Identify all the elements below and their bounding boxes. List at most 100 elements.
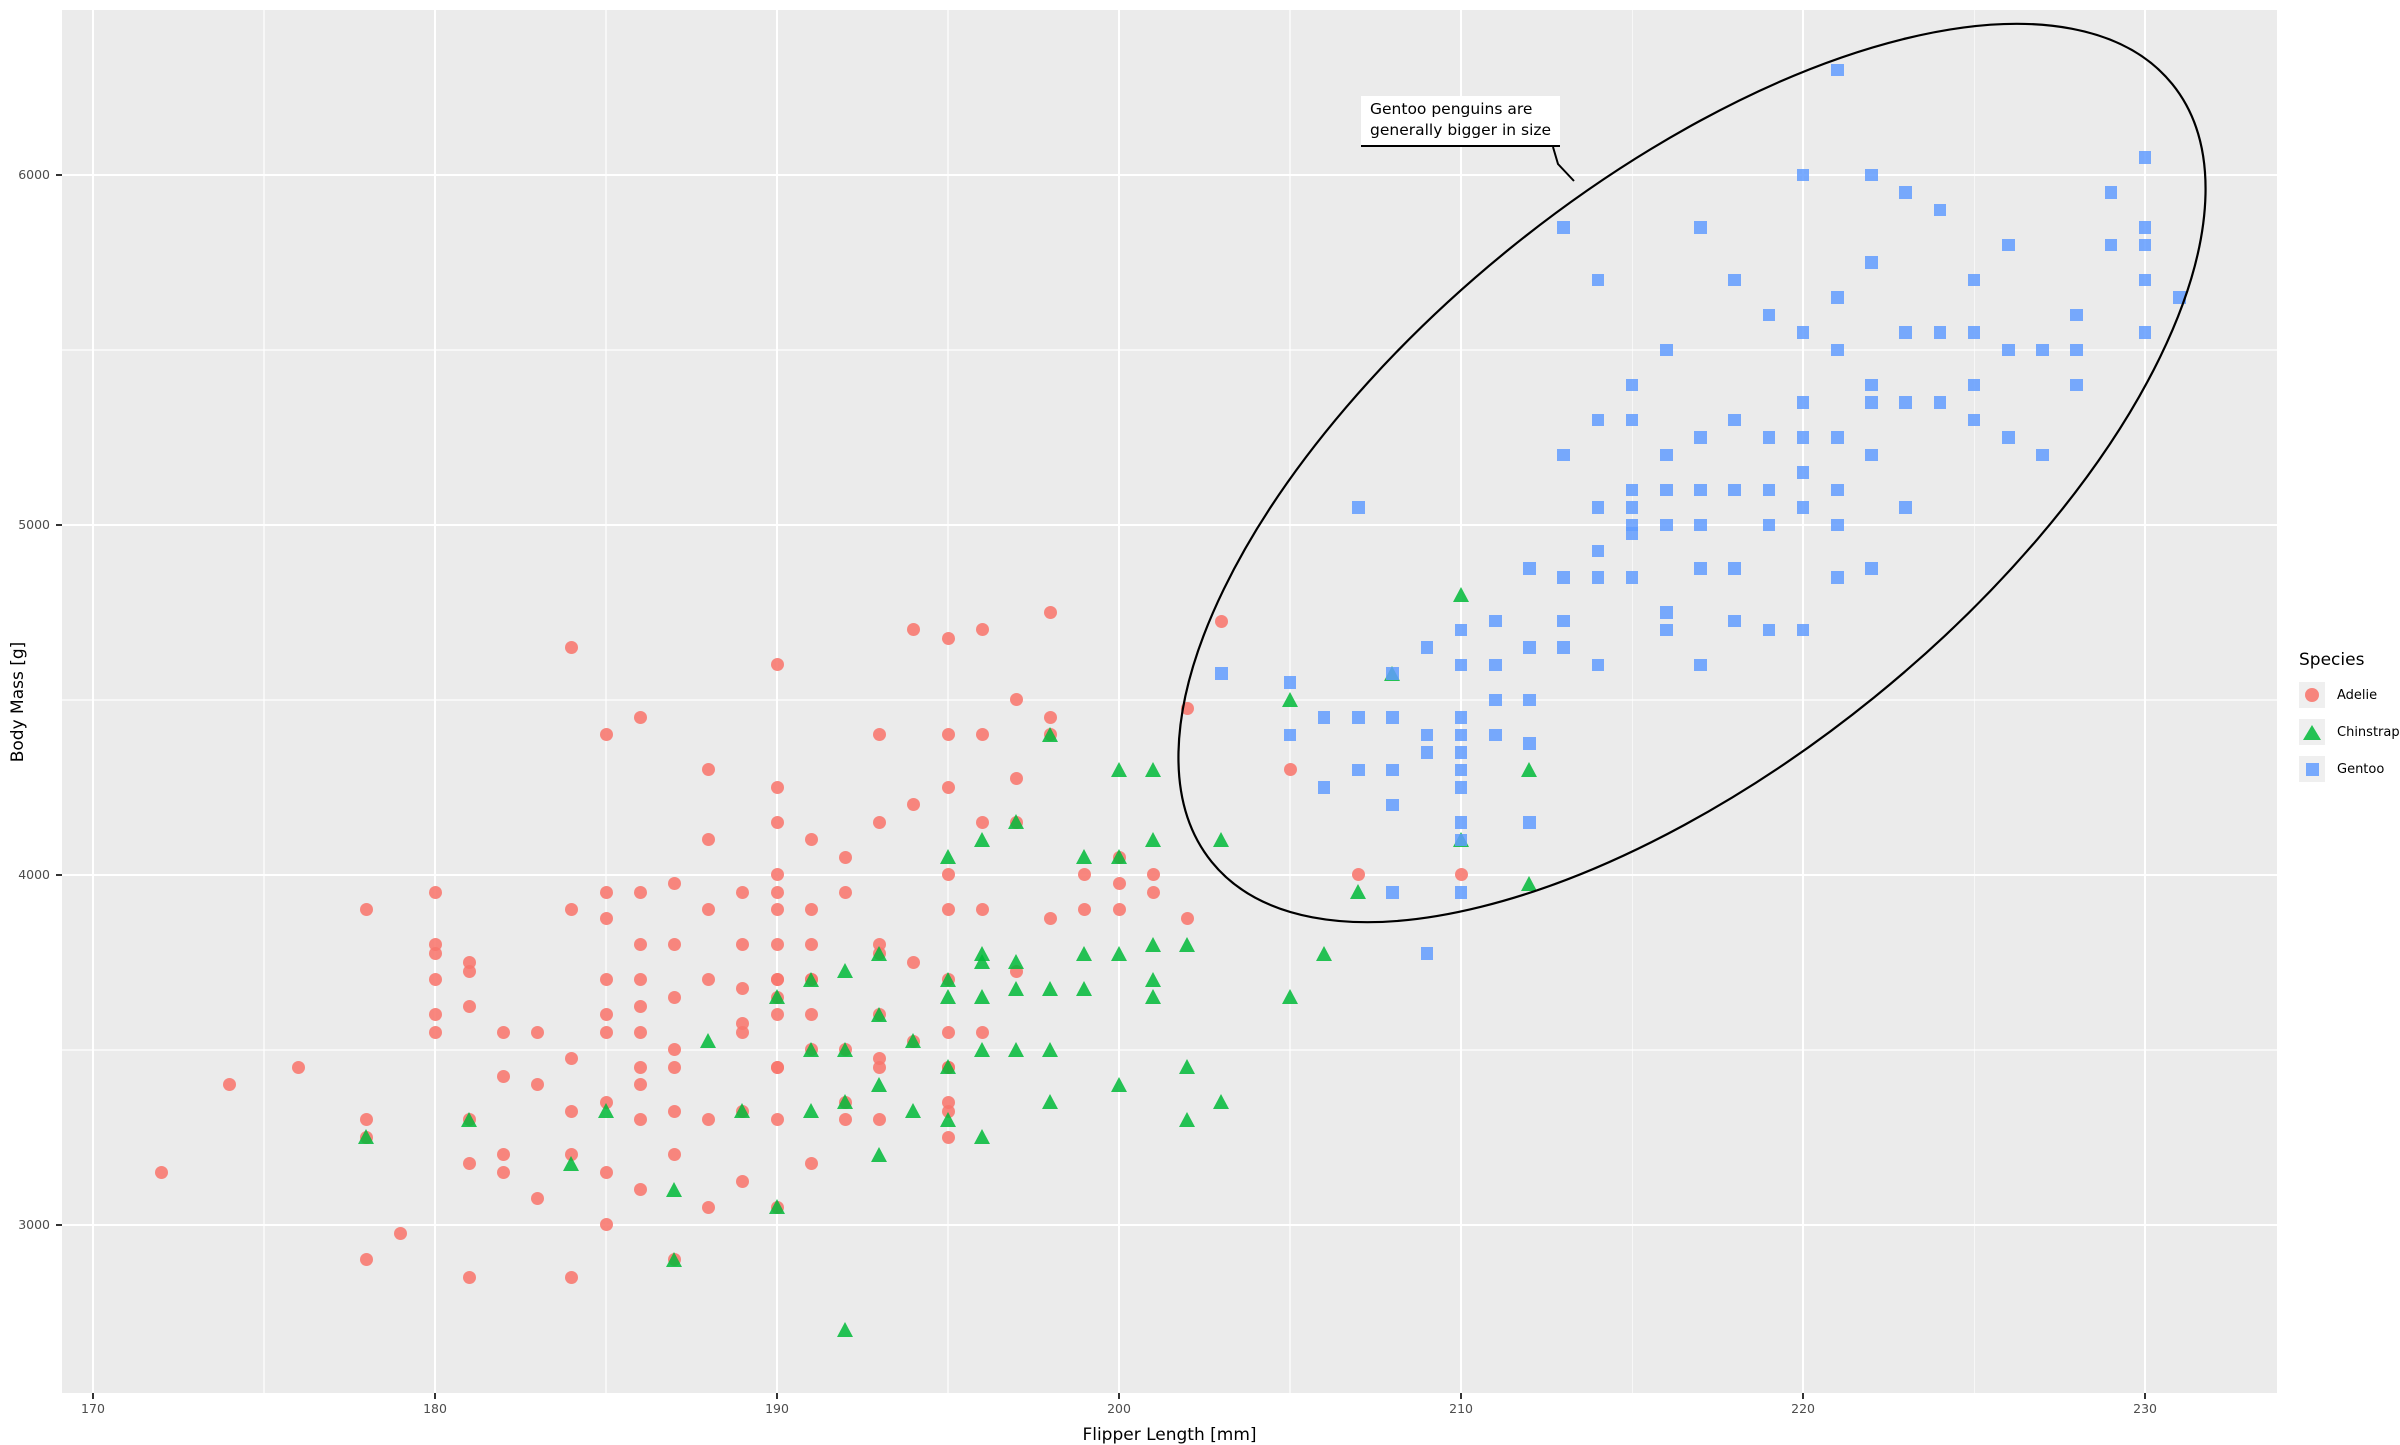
data-point-adelie <box>599 728 613 742</box>
data-point-gentoo <box>1454 763 1468 777</box>
data-point-gentoo <box>1796 326 1810 339</box>
data-point-adelie <box>531 1078 545 1092</box>
major-v-gridline <box>1801 10 1805 1393</box>
data-point-adelie <box>667 990 681 1004</box>
data-point-chinstrap <box>1452 586 1469 602</box>
data-point-gentoo <box>1523 693 1536 707</box>
data-point-adelie <box>1146 885 1160 899</box>
data-point-gentoo <box>1420 728 1434 742</box>
x-tick-mark <box>1802 1393 1805 1399</box>
data-point-adelie <box>428 885 442 899</box>
major-h-gridline <box>62 523 2277 527</box>
data-point-gentoo <box>1386 711 1399 724</box>
data-point-chinstrap <box>836 963 853 979</box>
data-point-gentoo <box>1557 614 1570 628</box>
data-point-adelie <box>975 1025 989 1039</box>
data-point-adelie <box>702 763 716 777</box>
data-point-gentoo <box>1967 378 1981 392</box>
data-point-gentoo <box>1283 676 1297 689</box>
x-tick-label: 220 <box>1791 1401 1815 1416</box>
data-point-chinstrap <box>1144 989 1161 1005</box>
data-point-gentoo <box>1386 667 1399 680</box>
data-point-gentoo <box>1831 343 1844 357</box>
data-point-adelie <box>975 728 989 742</box>
data-point-adelie <box>770 1113 784 1127</box>
data-point-chinstrap <box>802 971 819 987</box>
data-point-adelie <box>1044 710 1058 724</box>
data-point-adelie <box>565 903 579 917</box>
major-v-gridline <box>91 10 95 1393</box>
data-point-gentoo <box>1454 833 1468 847</box>
data-point-adelie <box>223 1078 237 1092</box>
data-point-adelie <box>667 1060 681 1074</box>
x-tick-mark <box>2144 1393 2147 1399</box>
data-point-chinstrap <box>871 1006 888 1022</box>
data-point-gentoo <box>1899 501 1912 514</box>
data-point-gentoo <box>1865 168 1878 182</box>
legend-item-chinstrap: Chinstrap <box>2299 717 2400 747</box>
data-point-adelie <box>633 1078 647 1092</box>
data-point-adelie <box>599 1165 613 1179</box>
data-point-gentoo <box>2002 343 2015 357</box>
data-point-adelie <box>496 1069 510 1083</box>
data-point-adelie <box>291 1060 305 1074</box>
data-point-gentoo <box>1557 448 1570 462</box>
data-point-chinstrap <box>905 1103 922 1119</box>
data-point-adelie <box>736 1017 750 1031</box>
data-point-adelie <box>462 955 476 969</box>
data-point-adelie <box>531 1192 545 1206</box>
data-point-chinstrap <box>939 989 956 1005</box>
data-point-adelie <box>599 1008 613 1022</box>
data-point-adelie <box>394 1227 408 1241</box>
data-point-adelie <box>873 1052 887 1066</box>
data-point-chinstrap <box>905 1033 922 1049</box>
data-point-adelie <box>1283 763 1297 777</box>
data-point-gentoo <box>2138 326 2152 339</box>
data-point-adelie <box>907 623 921 637</box>
data-point-gentoo <box>2138 151 2152 164</box>
x-tick-label: 170 <box>81 1401 105 1416</box>
data-point-chinstrap <box>871 1146 888 1162</box>
data-point-chinstrap <box>836 1094 853 1110</box>
annotation-label: Gentoo penguins are generally bigger in … <box>1361 96 1561 147</box>
data-point-gentoo <box>1694 518 1707 532</box>
data-point-chinstrap <box>802 1103 819 1119</box>
data-point-adelie <box>907 798 921 812</box>
data-point-adelie <box>941 728 955 742</box>
data-point-chinstrap <box>1042 1094 1059 1110</box>
data-point-gentoo <box>1489 728 1502 742</box>
data-point-chinstrap <box>1315 945 1332 961</box>
data-point-adelie <box>633 710 647 724</box>
data-point-adelie <box>770 973 784 987</box>
data-point-gentoo <box>1831 291 1844 304</box>
data-point-adelie <box>633 999 647 1013</box>
major-h-gridline <box>62 1223 2277 1227</box>
data-point-adelie <box>462 999 476 1013</box>
data-point-gentoo <box>1386 886 1399 899</box>
data-point-gentoo <box>1557 641 1570 654</box>
data-point-adelie <box>667 1104 681 1118</box>
data-point-gentoo <box>1352 763 1365 777</box>
data-point-gentoo <box>1591 273 1605 287</box>
data-point-gentoo <box>1625 378 1639 392</box>
data-point-adelie <box>702 903 716 917</box>
data-point-adelie <box>702 1113 716 1127</box>
y-tick-mark <box>56 873 62 876</box>
data-point-gentoo <box>1831 518 1844 532</box>
data-point-gentoo <box>2104 186 2118 199</box>
data-point-gentoo <box>1386 798 1399 812</box>
data-point-chinstrap <box>1076 849 1093 865</box>
data-point-adelie <box>1078 868 1092 882</box>
data-point-adelie <box>770 938 784 952</box>
data-point-chinstrap <box>973 1041 990 1057</box>
data-point-gentoo <box>1454 623 1468 637</box>
data-point-gentoo <box>2138 238 2152 252</box>
data-point-gentoo <box>1694 221 1707 234</box>
data-point-adelie <box>667 877 681 891</box>
data-point-gentoo <box>1454 658 1468 672</box>
legend-label-adelie: Adelie <box>2337 687 2378 703</box>
data-point-chinstrap <box>1110 761 1127 777</box>
data-point-gentoo <box>2002 431 2015 444</box>
data-point-adelie <box>941 780 955 794</box>
data-point-chinstrap <box>1144 761 1161 777</box>
